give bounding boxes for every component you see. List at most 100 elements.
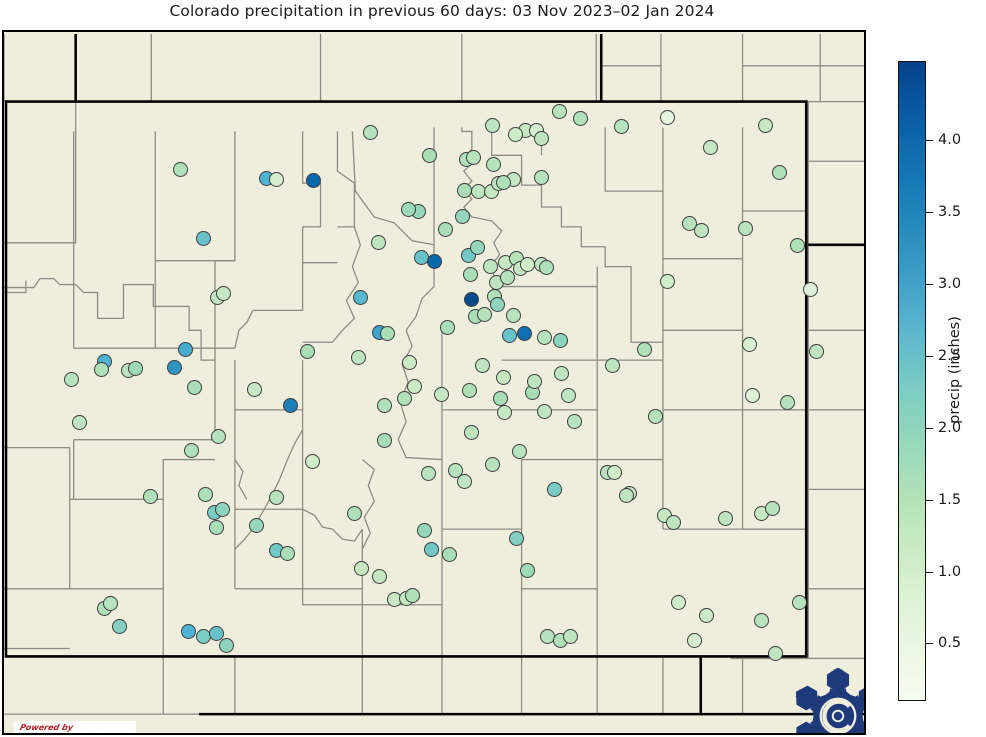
station-point[interactable] — [553, 365, 569, 381]
station-point[interactable] — [305, 172, 321, 188]
station-point[interactable] — [180, 623, 196, 639]
station-point[interactable] — [613, 118, 629, 134]
station-point[interactable] — [757, 117, 773, 133]
station-point[interactable] — [536, 403, 552, 419]
station-point[interactable] — [771, 164, 787, 180]
station-point[interactable] — [647, 408, 663, 424]
station-point[interactable] — [546, 481, 562, 497]
station-point[interactable] — [404, 587, 420, 603]
station-point[interactable] — [370, 234, 386, 250]
station-point[interactable] — [485, 156, 501, 172]
station-point[interactable] — [802, 281, 818, 297]
station-point[interactable] — [439, 319, 455, 335]
station-point[interactable] — [476, 306, 492, 322]
station-point[interactable] — [423, 541, 439, 557]
station-point[interactable] — [461, 382, 477, 398]
station-point[interactable] — [495, 174, 511, 190]
station-point[interactable] — [552, 332, 568, 348]
station-point[interactable] — [63, 371, 79, 387]
station-point[interactable] — [764, 500, 780, 516]
station-point[interactable] — [246, 381, 262, 397]
station-point[interactable] — [511, 443, 527, 459]
station-point[interactable] — [717, 510, 733, 526]
station-point[interactable] — [215, 285, 231, 301]
station-point[interactable] — [437, 221, 453, 237]
station-point[interactable] — [562, 628, 578, 644]
station-point[interactable] — [501, 327, 517, 343]
station-point[interactable] — [779, 394, 795, 410]
station-point[interactable] — [362, 124, 378, 140]
station-point[interactable] — [371, 568, 387, 584]
station-point[interactable] — [353, 560, 369, 576]
station-point[interactable] — [279, 545, 295, 561]
station-point[interactable] — [416, 522, 432, 538]
station-point[interactable] — [447, 462, 463, 478]
station-point[interactable] — [426, 253, 442, 269]
station-point[interactable] — [492, 390, 508, 406]
station-point[interactable] — [465, 149, 481, 165]
map-axes[interactable]: Powered by ACIS Regional Climate Centers — [2, 30, 866, 735]
station-point[interactable] — [519, 562, 535, 578]
station-point[interactable] — [665, 514, 681, 530]
station-point[interactable] — [406, 378, 422, 394]
station-point[interactable] — [702, 139, 718, 155]
station-point[interactable] — [533, 130, 549, 146]
station-point[interactable] — [299, 343, 315, 359]
station-point[interactable] — [659, 109, 675, 125]
station-point[interactable] — [71, 414, 87, 430]
station-point[interactable] — [505, 307, 521, 323]
station-point[interactable] — [195, 230, 211, 246]
station-point[interactable] — [401, 354, 417, 370]
station-point[interactable] — [536, 329, 552, 345]
station-point[interactable] — [352, 289, 368, 305]
station-point[interactable] — [670, 594, 686, 610]
station-point[interactable] — [737, 220, 753, 236]
station-point[interactable] — [420, 465, 436, 481]
station-point[interactable] — [606, 464, 622, 480]
station-point[interactable] — [208, 625, 224, 641]
station-point[interactable] — [183, 442, 199, 458]
station-point[interactable] — [560, 387, 576, 403]
station-point[interactable] — [172, 161, 188, 177]
station-point[interactable] — [681, 215, 697, 231]
station-point[interactable] — [166, 359, 182, 375]
station-point[interactable] — [197, 486, 213, 502]
station-point[interactable] — [551, 103, 567, 119]
station-point[interactable] — [791, 594, 807, 610]
station-point[interactable] — [376, 432, 392, 448]
station-point[interactable] — [538, 259, 554, 275]
station-point[interactable] — [636, 341, 652, 357]
station-point[interactable] — [526, 373, 542, 389]
station-point[interactable] — [533, 169, 549, 185]
station-point[interactable] — [572, 110, 588, 126]
station-point[interactable] — [463, 424, 479, 440]
station-point[interactable] — [496, 404, 512, 420]
station-point[interactable] — [516, 325, 532, 341]
station-point[interactable] — [482, 258, 498, 274]
station-point[interactable] — [618, 487, 634, 503]
station-point[interactable] — [659, 273, 675, 289]
station-point[interactable] — [484, 456, 500, 472]
station-point[interactable] — [142, 488, 158, 504]
station-point[interactable] — [789, 237, 805, 253]
station-point[interactable] — [604, 357, 620, 373]
station-point[interactable] — [508, 530, 524, 546]
station-point[interactable] — [282, 397, 298, 413]
station-point[interactable] — [519, 256, 535, 272]
station-point[interactable] — [693, 222, 709, 238]
station-point[interactable] — [218, 637, 234, 653]
station-point[interactable] — [93, 361, 109, 377]
station-point[interactable] — [753, 612, 769, 628]
station-point[interactable] — [376, 397, 392, 413]
station-point[interactable] — [102, 595, 118, 611]
station-point[interactable] — [495, 369, 511, 385]
station-point[interactable] — [767, 645, 783, 661]
station-point[interactable] — [456, 182, 472, 198]
colorbar[interactable]: 0.5 1.0 1.5 2.0 2.5 3.0 3.5 4.0 — [898, 61, 961, 701]
station-point[interactable] — [400, 201, 416, 217]
station-point[interactable] — [808, 343, 824, 359]
station-point[interactable] — [214, 501, 230, 517]
station-point[interactable] — [744, 387, 760, 403]
station-point[interactable] — [489, 296, 505, 312]
station-point[interactable] — [456, 473, 472, 489]
